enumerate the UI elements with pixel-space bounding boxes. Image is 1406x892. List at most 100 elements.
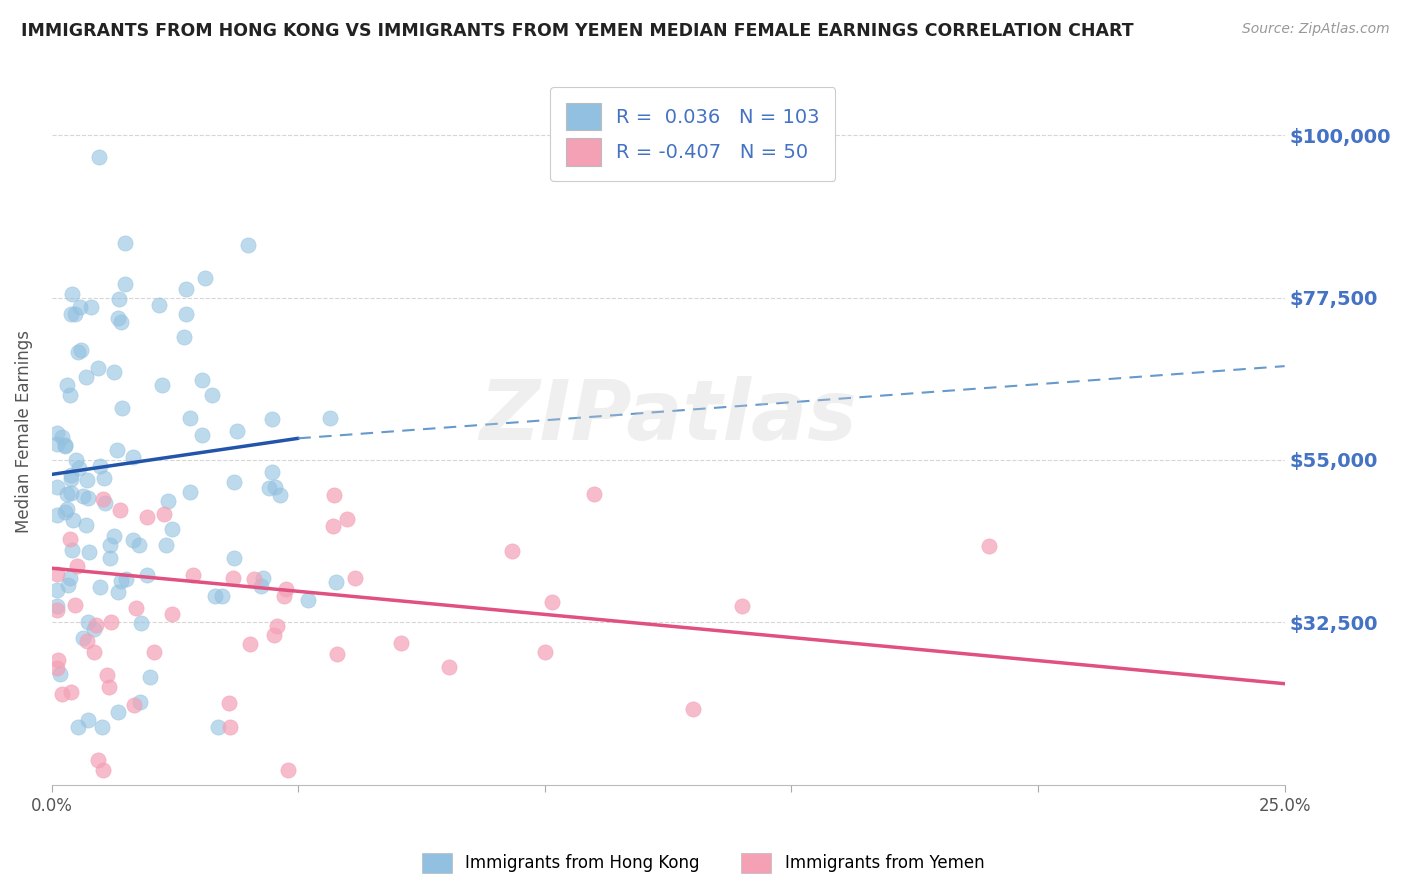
- Point: [110, 315, 132, 329]
- Point: [191, 428, 214, 442]
- Point: [343, 571, 366, 585]
- Point: [60, 685, 83, 699]
- Point: [224, 551, 246, 566]
- Point: [173, 330, 195, 344]
- Y-axis label: Median Female Earnings: Median Female Earnings: [15, 330, 32, 533]
- Point: [114, 572, 136, 586]
- Point: [76, 634, 98, 648]
- Point: [277, 764, 299, 778]
- Point: [264, 480, 287, 494]
- Point: [222, 571, 245, 585]
- Point: [201, 388, 224, 402]
- Legend: R =  0.036   N = 103, R = -0.407   N = 50: R = 0.036 N = 103, R = -0.407 N = 50: [550, 87, 835, 181]
- Point: [174, 307, 197, 321]
- Point: [91, 764, 114, 778]
- Point: [501, 544, 523, 558]
- Text: Source: ZipAtlas.com: Source: ZipAtlas.com: [1241, 22, 1389, 37]
- Point: [238, 237, 260, 252]
- Point: [45, 426, 67, 441]
- Point: [75, 518, 97, 533]
- Point: [318, 411, 340, 425]
- Point: [114, 277, 136, 291]
- Point: [125, 601, 148, 615]
- Point: [62, 513, 84, 527]
- Point: [72, 631, 94, 645]
- Point: [682, 702, 704, 716]
- Point: [179, 484, 201, 499]
- Point: [260, 465, 283, 479]
- Point: [143, 645, 166, 659]
- Point: [297, 593, 319, 607]
- Point: [122, 450, 145, 464]
- Point: [323, 488, 346, 502]
- Point: [128, 695, 150, 709]
- Point: [66, 559, 89, 574]
- Point: [731, 599, 754, 613]
- Point: [204, 589, 226, 603]
- Point: [160, 522, 183, 536]
- Point: [276, 582, 298, 597]
- Point: [51, 430, 73, 444]
- Point: [45, 602, 67, 616]
- Point: [211, 589, 233, 603]
- Point: [108, 503, 131, 517]
- Text: IMMIGRANTS FROM HONG KONG VS IMMIGRANTS FROM YEMEN MEDIAN FEMALE EARNINGS CORREL: IMMIGRANTS FROM HONG KONG VS IMMIGRANTS …: [21, 22, 1133, 40]
- Point: [977, 540, 1000, 554]
- Point: [83, 622, 105, 636]
- Point: [83, 644, 105, 658]
- Point: [250, 579, 273, 593]
- Point: [583, 487, 606, 501]
- Point: [60, 486, 83, 500]
- Point: [76, 615, 98, 630]
- Point: [243, 573, 266, 587]
- Point: [60, 542, 83, 557]
- Point: [160, 607, 183, 621]
- Point: [63, 306, 86, 320]
- Point: [107, 705, 129, 719]
- Point: [75, 370, 97, 384]
- Point: [89, 580, 111, 594]
- Point: [84, 618, 107, 632]
- Point: [207, 720, 229, 734]
- Point: [72, 489, 94, 503]
- Point: [45, 480, 67, 494]
- Point: [91, 720, 114, 734]
- Point: [96, 667, 118, 681]
- Point: [59, 388, 82, 402]
- Point: [76, 491, 98, 505]
- Point: [257, 481, 280, 495]
- Point: [48, 666, 70, 681]
- Point: [114, 236, 136, 251]
- Point: [135, 509, 157, 524]
- Point: [46, 583, 69, 598]
- Point: [103, 365, 125, 379]
- Point: [46, 599, 69, 613]
- Point: [389, 636, 412, 650]
- Point: [252, 571, 274, 585]
- Point: [179, 410, 201, 425]
- Point: [263, 628, 285, 642]
- Point: [262, 411, 284, 425]
- Point: [326, 648, 349, 662]
- Point: [336, 512, 359, 526]
- Point: [100, 615, 122, 629]
- Point: [152, 507, 174, 521]
- Point: [91, 491, 114, 506]
- Point: [51, 687, 73, 701]
- Point: [218, 720, 240, 734]
- Point: [266, 619, 288, 633]
- Point: [174, 282, 197, 296]
- Point: [107, 585, 129, 599]
- Point: [190, 373, 212, 387]
- Point: [108, 293, 131, 307]
- Point: [155, 538, 177, 552]
- Point: [69, 300, 91, 314]
- Point: [136, 568, 159, 582]
- Point: [60, 468, 83, 483]
- Point: [226, 424, 249, 438]
- Point: [139, 670, 162, 684]
- Point: [46, 567, 69, 582]
- Point: [56, 502, 79, 516]
- Point: [273, 589, 295, 603]
- Point: [67, 720, 90, 734]
